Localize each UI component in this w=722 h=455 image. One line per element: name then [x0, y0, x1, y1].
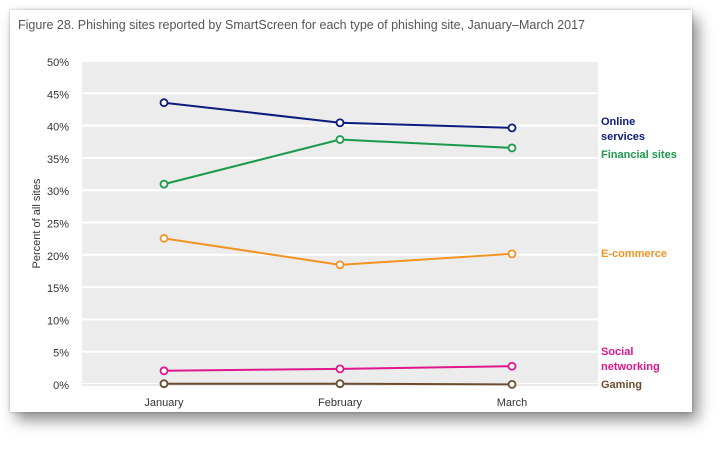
y-tick-label: 25% — [47, 219, 69, 231]
data-point — [335, 260, 345, 270]
series-label: E-commerce — [601, 248, 667, 260]
y-tick-label: 40% — [47, 122, 69, 134]
data-point — [507, 249, 517, 259]
y-tick-label: 5% — [53, 348, 69, 360]
series-label: services — [601, 131, 645, 143]
data-point — [335, 364, 345, 374]
series-label: Social — [601, 346, 633, 358]
data-point — [507, 123, 517, 133]
y-tick-label: 0% — [53, 380, 69, 392]
series-label: Financial sites — [601, 149, 677, 161]
data-point — [507, 143, 517, 153]
grid-band-1 — [82, 320, 598, 351]
x-tick-label: February — [318, 397, 363, 409]
grid-band-4 — [82, 223, 598, 254]
x-tick-label: January — [144, 397, 184, 409]
data-point — [159, 379, 169, 389]
data-point — [507, 379, 517, 389]
y-tick-label: 35% — [47, 154, 69, 166]
grid-band-2 — [82, 288, 598, 319]
y-tick-label: 30% — [47, 186, 69, 198]
series-label: networking — [601, 361, 660, 373]
series-label: Gaming — [601, 379, 642, 391]
data-point — [335, 379, 345, 389]
y-tick-label: 45% — [47, 89, 69, 101]
grid-band-3 — [82, 255, 598, 287]
grid-band-9 — [82, 62, 598, 93]
chart-title: Figure 28. Phishing sites reported by Sm… — [18, 18, 585, 32]
y-axis-label: Percent of all sites — [31, 178, 43, 268]
data-point — [507, 361, 517, 371]
y-tick-label: 15% — [47, 283, 69, 295]
data-point — [159, 179, 169, 189]
data-point — [159, 233, 169, 243]
grid-band-6 — [82, 158, 598, 190]
series-label: Online — [601, 116, 635, 128]
data-point — [159, 98, 169, 108]
y-tick-label: 10% — [47, 315, 69, 327]
grid-band-5 — [82, 191, 598, 222]
line-chart: 0% 5% 10% 15% 20% 25% 30% 35% 40% 45% 50% January Fe… — [31, 57, 677, 409]
y-tick-label: 50% — [47, 57, 69, 69]
x-tick-label: March — [497, 397, 528, 409]
y-tick-label: 20% — [47, 251, 69, 263]
data-point — [335, 118, 345, 128]
data-point — [335, 135, 345, 144]
data-point — [159, 366, 169, 376]
chart-card: Figure 28. Phishing sites reported by Sm… — [10, 10, 692, 412]
